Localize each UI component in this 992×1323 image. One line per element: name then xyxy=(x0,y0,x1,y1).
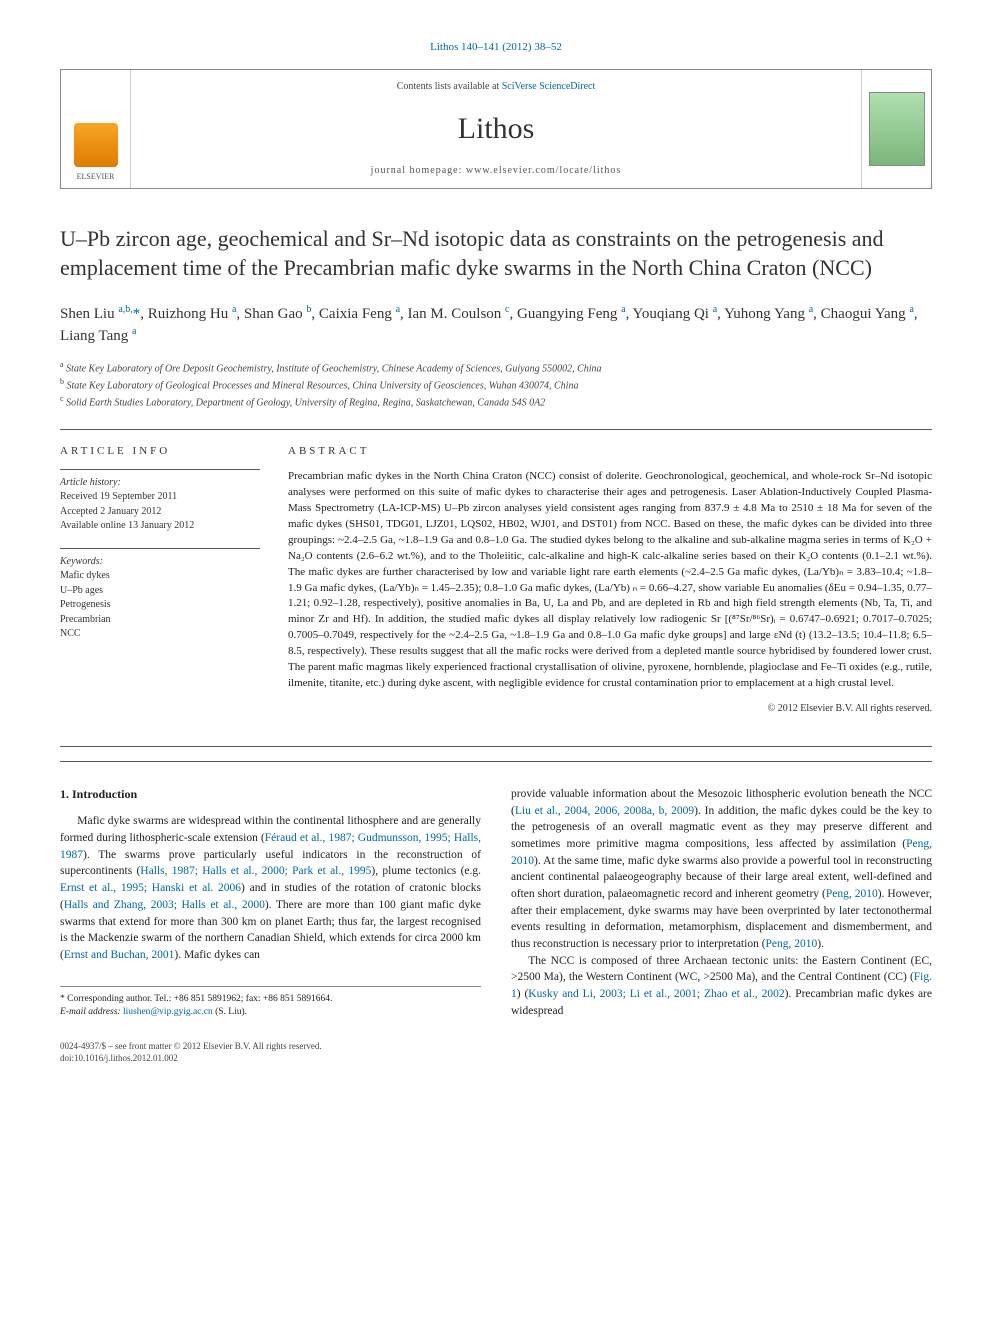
sciencedirect-link[interactable]: SciVerse ScienceDirect xyxy=(502,81,596,92)
publisher-name: ELSEVIER xyxy=(77,171,115,182)
rule xyxy=(60,761,932,762)
corresponding-author-footnote: * Corresponding author. Tel.: +86 851 58… xyxy=(60,986,481,1020)
keyword: Mafic dykes xyxy=(60,569,260,584)
abstract-heading: abstract xyxy=(288,444,932,459)
citation[interactable]: Halls and Zhang, 2003; Halls et al., 200… xyxy=(64,899,265,911)
page-footer: 0024-4937/$ – see front matter © 2012 El… xyxy=(60,1041,932,1064)
publisher-logo-block: ELSEVIER xyxy=(61,70,131,188)
rule xyxy=(60,429,932,430)
body-columns: 1. Introduction Mafic dyke swarms are wi… xyxy=(60,786,932,1019)
journal-name: Lithos xyxy=(139,108,853,150)
email-link[interactable]: liushen@vip.gyig.ac.cn xyxy=(123,1007,213,1017)
journal-cover-block xyxy=(861,70,931,188)
availability-line: Contents lists available at SciVerse Sci… xyxy=(139,80,853,94)
citation[interactable]: Halls, 1987; Halls et al., 2000; Park et… xyxy=(140,865,371,877)
affiliations: a State Key Laboratory of Ore Deposit Ge… xyxy=(60,359,932,411)
intro-paragraph-1-cont: provide valuable information about the M… xyxy=(511,786,932,953)
availability-prefix: Contents lists available at xyxy=(397,81,502,92)
citation[interactable]: Peng, 2010 xyxy=(766,938,818,950)
article-title: U–Pb zircon age, geochemical and Sr–Nd i… xyxy=(60,225,932,282)
article-info-column: article info Article history: Received 1… xyxy=(60,444,260,717)
abstract-copyright: © 2012 Elsevier B.V. All rights reserved… xyxy=(288,702,932,716)
accepted-date: Accepted 2 January 2012 xyxy=(60,505,260,520)
abstract-column: abstract Precambrian mafic dykes in the … xyxy=(288,444,932,717)
right-column: provide valuable information about the M… xyxy=(511,786,932,1019)
article-history-block: Article history: Received 19 September 2… xyxy=(60,469,260,534)
online-date: Available online 13 January 2012 xyxy=(60,519,260,534)
citation[interactable]: Liu et al., 2004, 2006, 2008a, b, 2009 xyxy=(515,805,694,817)
keyword: Petrogenesis xyxy=(60,598,260,613)
intro-paragraph-1: Mafic dyke swarms are widespread within … xyxy=(60,813,481,963)
citation[interactable]: Ernst and Buchan, 2001 xyxy=(64,949,175,961)
keyword: U–Pb ages xyxy=(60,584,260,599)
corr-author-line: * Corresponding author. Tel.: +86 851 58… xyxy=(60,993,481,1006)
citation[interactable]: Ernst et al., 1995; Hanski et al. 2006 xyxy=(60,882,241,894)
footer-front-matter: 0024-4937/$ – see front matter © 2012 El… xyxy=(60,1041,932,1053)
keywords-block: Keywords: Mafic dykes U–Pb ages Petrogen… xyxy=(60,548,260,642)
received-date: Received 19 September 2011 xyxy=(60,490,260,505)
intro-paragraph-2: The NCC is composed of three Archaean te… xyxy=(511,953,932,1020)
abstract-text: Precambrian mafic dykes in the North Chi… xyxy=(288,469,932,692)
keyword: Precambrian xyxy=(60,613,260,628)
author-list: Shen Liu a,b,*, Ruizhong Hu a, Shan Gao … xyxy=(60,303,932,347)
corr-email-line: E-mail address: liushen@vip.gyig.ac.cn (… xyxy=(60,1006,481,1019)
affiliation-c: c Solid Earth Studies Laboratory, Depart… xyxy=(60,393,932,410)
citation[interactable]: Peng, 2010 xyxy=(826,888,878,900)
affiliation-b: b State Key Laboratory of Geological Pro… xyxy=(60,376,932,393)
affiliation-a: a State Key Laboratory of Ore Deposit Ge… xyxy=(60,359,932,376)
meta-abstract-row: article info Article history: Received 1… xyxy=(60,444,932,717)
journal-header-center: Contents lists available at SciVerse Sci… xyxy=(131,70,861,188)
keyword: NCC xyxy=(60,627,260,642)
left-column: 1. Introduction Mafic dyke swarms are wi… xyxy=(60,786,481,1019)
journal-reference: Lithos 140–141 (2012) 38–52 xyxy=(60,40,932,55)
section-heading: 1. Introduction xyxy=(60,786,481,803)
article-info-heading: article info xyxy=(60,444,260,459)
journal-homepage: journal homepage: www.elsevier.com/locat… xyxy=(139,164,853,178)
footer-doi: doi:10.1016/j.lithos.2012.01.002 xyxy=(60,1053,932,1065)
history-label: Article history: xyxy=(60,476,260,491)
keywords-label: Keywords: xyxy=(60,555,260,570)
journal-cover-thumbnail xyxy=(869,92,925,166)
citation[interactable]: Kusky and Li, 2003; Li et al., 2001; Zha… xyxy=(528,988,784,1000)
rule xyxy=(60,746,932,747)
elsevier-tree-icon xyxy=(74,123,118,167)
journal-header: ELSEVIER Contents lists available at Sci… xyxy=(60,69,932,189)
